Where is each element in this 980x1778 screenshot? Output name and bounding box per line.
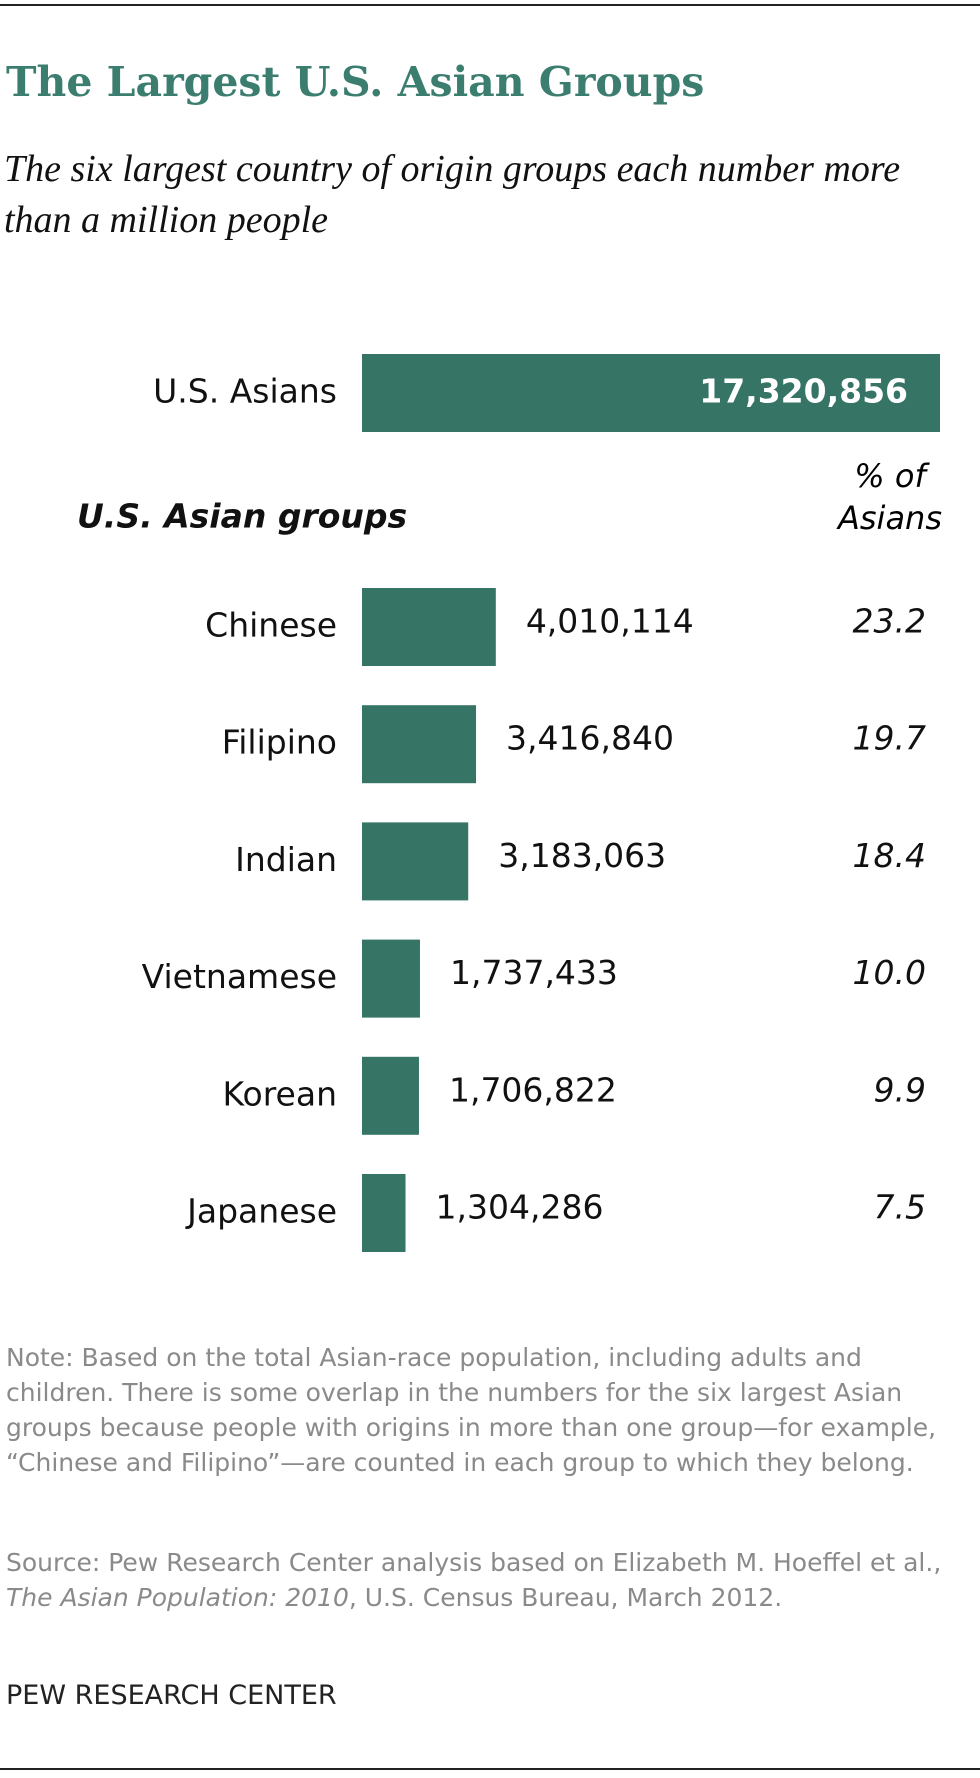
category-label: Chinese	[205, 606, 337, 645]
bar	[362, 939, 420, 1018]
bar	[362, 1056, 419, 1135]
category-label: Japanese	[185, 1192, 337, 1231]
groups-heading: U.S. Asian groups	[77, 497, 407, 536]
bar	[362, 705, 477, 784]
percent-label: 19.7	[853, 719, 926, 758]
percent-label: 9.9	[874, 1070, 926, 1109]
bar	[362, 1174, 406, 1252]
value-label: 4,010,114	[526, 602, 694, 641]
percent-label: 10.0	[853, 953, 926, 992]
source-title: The Asian Population: 2010	[6, 1583, 349, 1612]
footer: PEW RESEARCH CENTER	[6, 1680, 337, 1711]
bar	[362, 588, 496, 666]
value-label: 1,304,286	[436, 1188, 604, 1227]
category-label: U.S. Asians	[153, 372, 337, 411]
percent-heading: % of Asians	[837, 457, 942, 537]
category-label: Indian	[235, 840, 337, 879]
percent-label: 23.2	[853, 602, 926, 641]
bar	[362, 354, 940, 432]
bar	[362, 822, 469, 901]
category-label: Filipino	[222, 723, 337, 762]
note: Note: Based on the total Asian-race popu…	[6, 1343, 937, 1477]
value-label: 3,183,063	[498, 836, 666, 875]
category-label: Vietnamese	[142, 957, 337, 996]
source-text: , U.S. Census Bureau, March 2012.	[348, 1583, 783, 1612]
value-label: 1,706,822	[449, 1070, 617, 1109]
percent-label: 18.4	[853, 836, 926, 875]
percent-label: 7.5	[874, 1188, 926, 1227]
value-label: 17,320,856	[699, 372, 908, 411]
source-text: Source: Pew Research Center analysis bas…	[6, 1548, 942, 1577]
category-label: Korean	[223, 1074, 337, 1113]
title: The Largest U.S. Asian Groups	[6, 58, 705, 106]
source: Source: Pew Research Center analysis bas…	[6, 1545, 966, 1615]
value-label: 3,416,840	[506, 719, 674, 758]
subtitle: The six largest country of origin groups…	[4, 148, 901, 241]
percent-heading-box: % of Asians	[837, 457, 942, 537]
value-label: 1,737,433	[450, 953, 618, 992]
